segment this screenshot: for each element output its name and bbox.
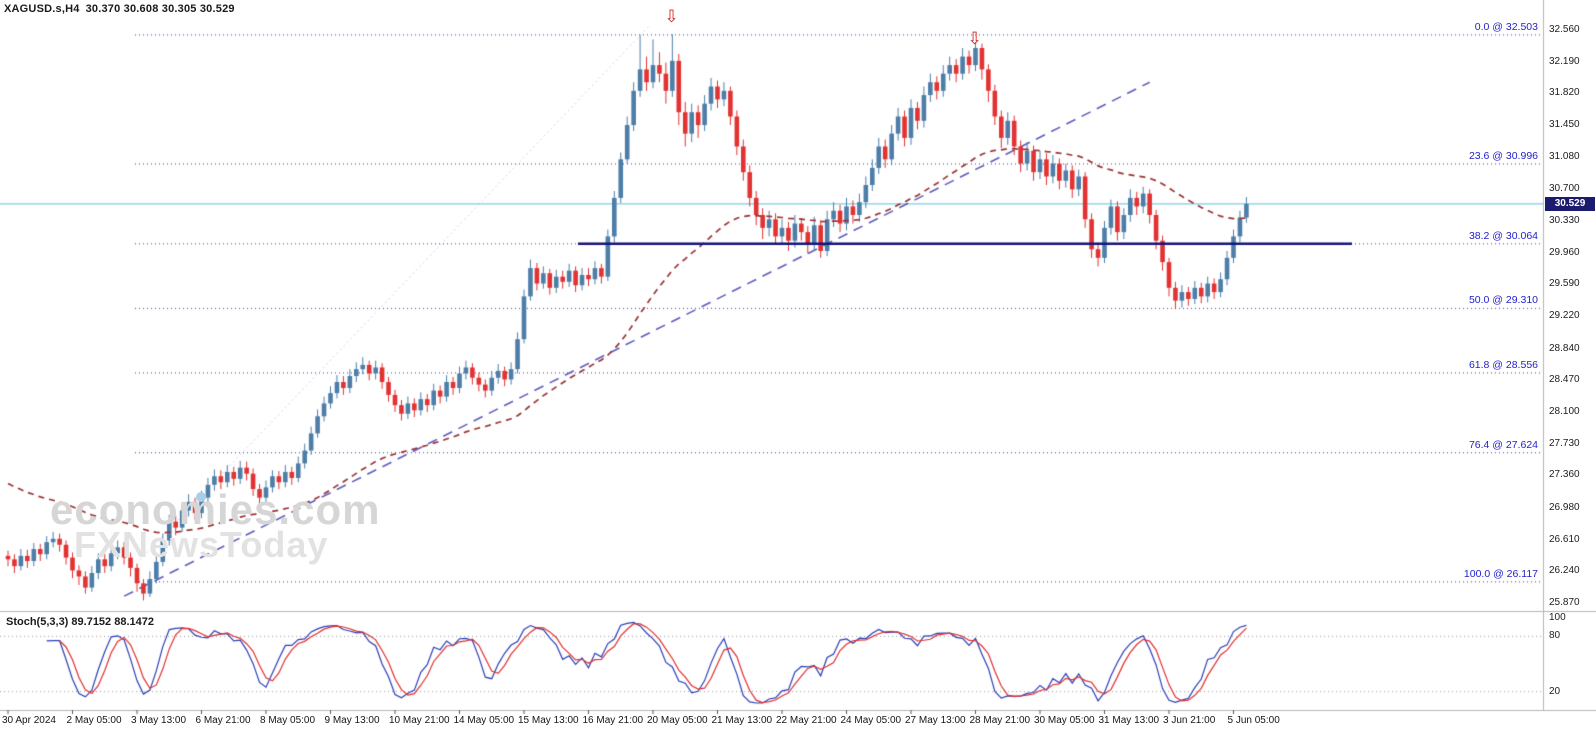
price-tick-label: 25.870 (1549, 597, 1580, 608)
price-tick-label: 26.980 (1549, 501, 1580, 513)
time-axis-label: 28 May 21:00 (969, 715, 1031, 726)
watermark-fxnewstoday: FXNewsToday (74, 524, 329, 565)
price-tick-label: 30.700 (1549, 183, 1580, 195)
watermark-economies: economies.com (50, 486, 381, 533)
time-axis-label: 9 May 13:00 (324, 715, 380, 726)
fib-level-label: 0.0 @ 32.503 (1474, 20, 1538, 33)
price-tick-label: 30.330 (1549, 215, 1580, 226)
sell-arrow-icon[interactable]: ⇩ (664, 6, 679, 26)
price-tick-label: 26.610 (1549, 533, 1580, 545)
time-axis-label: 30 Apr 2024 (2, 715, 56, 726)
fib-level-label: 38.2 @ 30.064 (1468, 229, 1538, 242)
stoch-axis-label: 80 (1549, 630, 1561, 642)
price-tick-label: 28.100 (1549, 406, 1580, 417)
price-tick-label: 32.560 (1549, 24, 1580, 35)
stoch-axis-label: 20 (1549, 685, 1561, 697)
price-tick-label: 29.960 (1549, 246, 1580, 258)
price-tick-label: 26.240 (1549, 565, 1580, 577)
sell-arrow-icon[interactable]: ⇩ (967, 29, 982, 48)
price-tick-label: 29.220 (1549, 310, 1580, 322)
time-axis-label: 6 May 21:00 (195, 715, 251, 726)
price-tick-label: 31.450 (1549, 119, 1580, 131)
time-axis-label: 14 May 05:00 (453, 715, 515, 726)
stochastic-readout: Stoch(5,3,3) 89.7152 88.1472 (6, 616, 154, 628)
price-tick-label: 27.730 (1549, 437, 1580, 449)
fib-level-label: 76.4 @ 27.624 (1468, 438, 1538, 451)
fib-level-label: 100.0 @ 26.117 (1463, 567, 1538, 580)
time-axis-label: 5 Jun 05:00 (1227, 715, 1280, 726)
price-tick-label: 28.470 (1549, 374, 1580, 386)
time-axis-label: 20 May 05:00 (647, 715, 708, 726)
price-tick-label: 28.840 (1549, 342, 1580, 354)
time-axis-label: 2 May 05:00 (66, 715, 122, 726)
time-axis-label: 22 May 21:00 (776, 715, 837, 726)
time-axis-label: 15 May 13:00 (518, 715, 579, 726)
price-tick-label: 29.590 (1549, 278, 1580, 290)
price-tick-label: 31.820 (1549, 87, 1580, 99)
time-axis-label: 30 May 05:00 (1034, 715, 1095, 726)
time-axis-label: 10 May 21:00 (389, 715, 450, 726)
watermark-dot-icon (196, 492, 206, 502)
time-axis-label: 31 May 13:00 (1098, 715, 1160, 726)
time-axis-label: 3 Jun 21:00 (1163, 715, 1216, 726)
time-axis-label: 24 May 05:00 (840, 715, 902, 726)
symbol-ohlc-readout: XAGUSD.s,H4 30.370 30.608 30.305 30.529 (4, 3, 241, 15)
fib-level-label: 23.6 @ 30.996 (1468, 149, 1538, 162)
time-axis-label: 8 May 05:00 (260, 715, 316, 726)
time-axis-label: 3 May 13:00 (131, 715, 187, 726)
stoch-axis-label: 100 (1549, 612, 1566, 623)
fib-level-label: 61.8 @ 28.556 (1468, 358, 1538, 371)
price-tick-label: 31.080 (1549, 150, 1580, 162)
ohlc-values-label: 30.370 30.608 30.305 30.529 (85, 3, 235, 15)
time-axis-label: 21 May 13:00 (711, 715, 773, 726)
time-axis-label: 27 May 13:00 (905, 715, 966, 726)
fib-level-label: 50.0 @ 29.310 (1468, 294, 1538, 307)
current-price-badge: 30.529 (1545, 196, 1595, 211)
symbol-timeframe-label: XAGUSD.s,H4 (4, 3, 80, 15)
time-axis-label: 16 May 21:00 (582, 715, 644, 726)
price-tick-label: 32.190 (1549, 55, 1580, 67)
price-tick-label: 27.360 (1549, 469, 1580, 481)
